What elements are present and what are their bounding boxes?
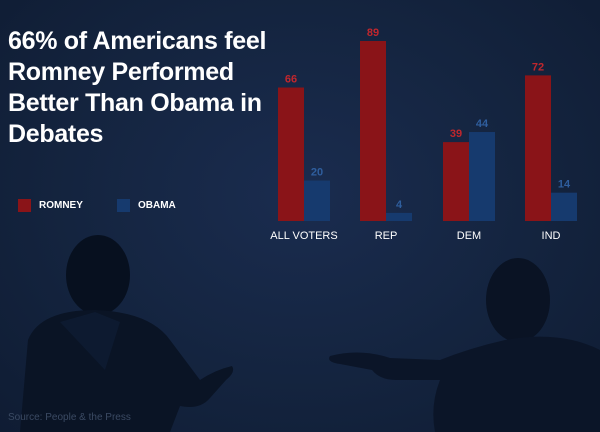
category-label-ind: IND	[542, 230, 561, 242]
data-label-romney-all-voters: 66	[285, 74, 297, 86]
legend-label-romney: ROMNEY	[39, 199, 83, 211]
left-speaker-silhouette	[20, 235, 234, 432]
chart-title: 66% of Americans feel Romney Performed B…	[8, 27, 267, 148]
bar-romney-rep	[360, 41, 386, 221]
legend-obama: OBAMA	[117, 198, 176, 212]
bar-romney-dem	[443, 142, 469, 221]
bar-romney-all-voters	[278, 87, 304, 222]
legend-swatch-romney	[18, 198, 31, 212]
bar-obama-rep	[386, 212, 412, 221]
bar-romney-ind	[525, 75, 551, 221]
category-label-all-voters: ALL VOTERS	[270, 230, 337, 242]
data-label-romney-rep: 89	[367, 27, 379, 39]
data-label-obama-ind: 14	[558, 179, 571, 191]
data-label-romney-dem: 39	[450, 128, 462, 140]
category-label-dem: DEM	[457, 230, 481, 242]
data-label-obama-all-voters: 20	[311, 167, 323, 179]
bar-obama-all-voters	[304, 180, 330, 221]
right-speaker-silhouette	[329, 258, 600, 432]
legend-romney: ROMNEY	[18, 198, 83, 212]
debate-photo	[20, 235, 600, 432]
bar-obama-dem	[469, 132, 495, 221]
source-note: Source: People & the Press	[8, 412, 131, 423]
data-label-obama-dem: 44	[476, 118, 489, 130]
bar-chart: 66 20 ALL VOTERS 89 4 REP 39 44 DEM 72 14 IND	[270, 27, 577, 242]
bar-obama-ind	[551, 192, 577, 221]
legend-swatch-obama	[117, 198, 130, 212]
data-label-obama-rep: 4	[396, 199, 403, 211]
category-label-rep: REP	[375, 230, 398, 242]
legend-label-obama: OBAMA	[138, 199, 176, 211]
data-label-romney-ind: 72	[532, 61, 544, 73]
